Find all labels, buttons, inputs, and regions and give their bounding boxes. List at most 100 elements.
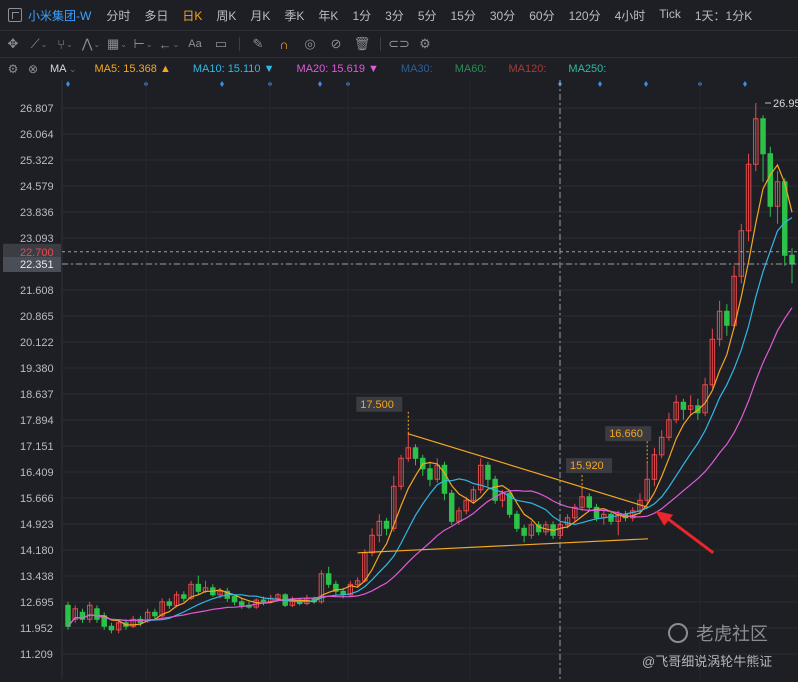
arrow-tool-icon[interactable]: ← ⌄ [158, 36, 180, 52]
tab-12[interactable]: 60分 [529, 8, 555, 23]
y-tick-label: 26.064 [20, 129, 54, 141]
time-marker [318, 81, 322, 87]
ma-item-3[interactable]: MA30: [400, 63, 433, 75]
tab-15[interactable]: Tick [659, 6, 681, 21]
annotation-label: 15.920 [570, 460, 604, 472]
candle-body [644, 478, 650, 501]
candle-body [152, 611, 158, 617]
candle-body [65, 604, 71, 627]
gear-icon[interactable]: ⚙ [7, 62, 19, 76]
hide-icon[interactable]: ⊘ [330, 36, 342, 51]
candle-body [405, 447, 412, 459]
ma-indicator-bar: ⚙ ⊗ MA ⌄ MA5: 15.368 ▲ MA10: 15.110 ▼ MA20… [0, 57, 798, 80]
ma-item-0[interactable]: MA5: 15.368 ▲ [94, 63, 171, 75]
tab-16[interactable]: 1天：1分K [694, 8, 753, 23]
chart-canvas[interactable]: 26.807 26.064 25.322 24.579 23.836 23.093 22.3… [0, 80, 798, 682]
candle-body [521, 527, 527, 536]
candle-body [188, 583, 194, 599]
text-tool-icon[interactable]: Aa [188, 38, 202, 50]
range-tool-icon[interactable]: ⊢ ⌄ [133, 36, 153, 51]
tab-8[interactable]: 3分 [385, 8, 404, 23]
time-marker [66, 81, 70, 87]
y-tick-label: 20.865 [20, 311, 54, 323]
candle-body [593, 506, 600, 519]
candle-body [325, 573, 332, 585]
tab-5[interactable]: 季K [284, 8, 305, 23]
ma-values: MA5: 15.368 ▲ MA10: 15.110 ▼ MA20: 15.619 … [95, 63, 629, 75]
candle-body [528, 524, 535, 536]
crosshair-icon[interactable]: ✥ [7, 36, 19, 51]
candle-body [572, 506, 578, 519]
ma-item-2[interactable]: MA20: 15.619 ▼ [296, 63, 379, 75]
tab-0[interactable]: 分时 [106, 8, 131, 23]
indicator-select-label: MA [50, 63, 66, 75]
candle-body [86, 604, 93, 620]
annotation-label: 16.660 [609, 428, 643, 440]
tab-13[interactable]: 120分 [568, 8, 601, 23]
tab-2[interactable]: 日K [182, 8, 203, 23]
candle-body [514, 513, 520, 529]
ma-item-1[interactable]: MA10: 15.110 ▼ [192, 63, 275, 75]
magnet-icon[interactable]: ∩ [279, 36, 289, 52]
chart-type-icon[interactable] [8, 8, 22, 22]
watermark-author: @飞哥细说涡轮牛熊证 [642, 654, 773, 669]
ma-item-4[interactable]: MA60: [454, 63, 487, 75]
candle-body [239, 601, 245, 606]
annotation-label: 17.500 [360, 399, 394, 411]
candle-body [767, 153, 774, 207]
tab-3[interactable]: 周K [216, 8, 237, 23]
tab-6[interactable]: 年K [318, 8, 339, 23]
trendline-lower [357, 538, 648, 554]
tab-14[interactable]: 4小时 [614, 8, 646, 23]
ma-item-6[interactable]: MA250: [568, 63, 607, 75]
comment-tool-icon[interactable]: ▭ [214, 36, 228, 51]
candle-body [231, 596, 238, 603]
tab-1[interactable]: 多日 [144, 8, 169, 23]
y-tick-label: 14.923 [20, 519, 54, 531]
candle-body [318, 573, 325, 603]
pen-icon[interactable]: ✎ [252, 36, 264, 51]
annotation-label: 26.95 [773, 98, 798, 110]
y-tick-label: 14.180 [20, 545, 54, 557]
current-price-tag [3, 243, 61, 259]
time-marker [644, 81, 648, 87]
tab-11[interactable]: 30分 [489, 8, 516, 23]
candle-body [333, 583, 339, 592]
lock-visible-icon[interactable]: ◎ [304, 36, 316, 51]
toolbar-divider [239, 37, 240, 51]
annotation-box [566, 458, 613, 474]
candle-body [448, 492, 455, 522]
time-marker [743, 81, 747, 87]
trash-icon[interactable]: 🗑 [353, 36, 371, 51]
symbol-name[interactable]: 小米集团-W [28, 8, 92, 23]
link-icon[interactable]: ⊂⊃ [388, 36, 410, 51]
line-tool-icon[interactable]: ⟋ ⌄ [30, 36, 48, 51]
candle-body [94, 608, 100, 620]
candlestick-chart[interactable]: 26.807 26.064 25.322 24.579 23.836 23.093 22.3… [0, 80, 798, 682]
grid-tool-icon[interactable]: ▦ ⌄ [107, 36, 127, 51]
settings-icon[interactable]: ⚙ [419, 36, 431, 51]
indicator-select[interactable]: MA ⌄ [50, 63, 77, 75]
current-price-label: 22.700 [20, 247, 54, 259]
candle-body [79, 611, 86, 620]
close-icon[interactable]: ⊗ [27, 62, 39, 76]
candle-body [680, 401, 687, 410]
pattern-tool-icon[interactable]: ⋀ ⌄ [81, 36, 101, 51]
time-marker [598, 81, 602, 87]
y-tick-label: 17.151 [20, 441, 54, 453]
tab-9[interactable]: 5分 [417, 8, 437, 23]
candle-body [383, 520, 390, 529]
tab-4[interactable]: 月K [250, 8, 271, 23]
watermark-brand: 老虎社区 [696, 624, 768, 644]
fork-tool-icon[interactable]: ⑂ ⌄ [57, 36, 73, 52]
candle-body [115, 622, 122, 631]
candle-body [463, 499, 469, 512]
y-tick-label: 26.807 [20, 103, 54, 115]
time-marker [220, 81, 224, 87]
candle-body [506, 492, 513, 515]
tab-10[interactable]: 15分 [450, 8, 476, 23]
tab-7[interactable]: 1分 [352, 8, 372, 23]
candle-body [427, 468, 433, 480]
ma-item-5[interactable]: MA120: [508, 63, 547, 75]
annotation-box [356, 396, 403, 412]
